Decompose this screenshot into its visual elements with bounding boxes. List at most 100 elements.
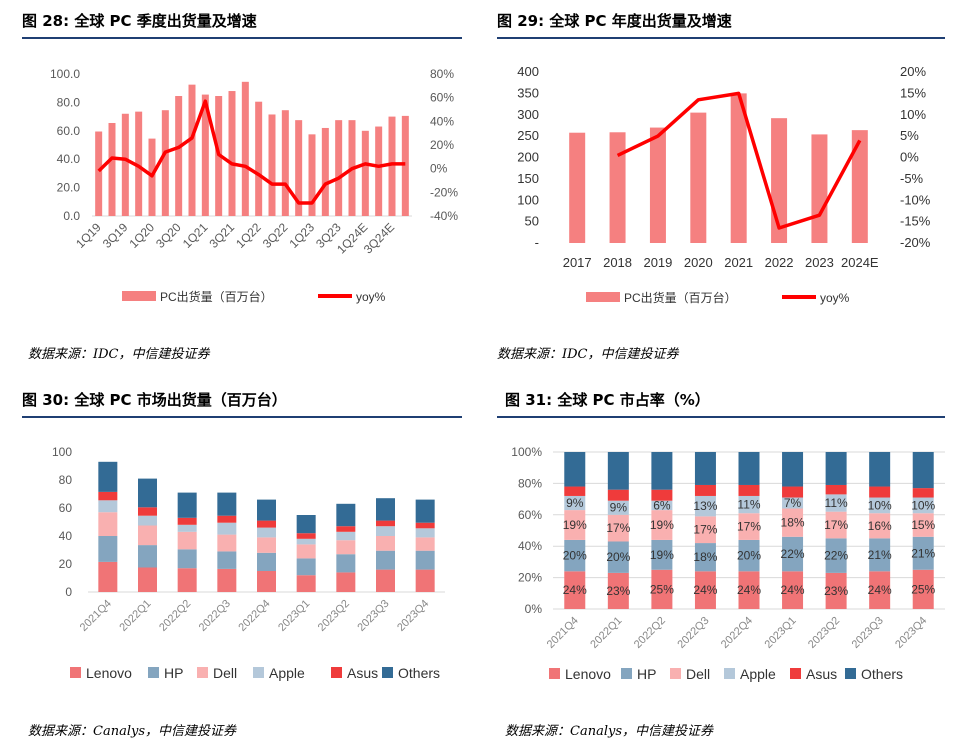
fig30-segment-dell bbox=[415, 537, 435, 551]
fig30-segment-apple bbox=[336, 531, 356, 541]
fig31-segment-hp bbox=[782, 536, 804, 572]
fig31-legend-lenovo-swatch bbox=[549, 668, 560, 679]
fig31-data-label: 25% bbox=[911, 582, 935, 596]
fig30-segment-asus bbox=[217, 515, 237, 523]
fig28-bar bbox=[108, 122, 116, 216]
fig30-segment-others bbox=[138, 478, 157, 508]
fig31-segment-apple bbox=[869, 497, 891, 514]
fig30-segment-asus bbox=[415, 522, 435, 529]
fig30-segment-others bbox=[257, 499, 276, 521]
fig29-bar bbox=[609, 132, 626, 243]
fig30-segment-apple bbox=[376, 526, 395, 536]
fig31-segment-asus bbox=[782, 486, 804, 498]
fig29-ytick-right: 0% bbox=[900, 150, 919, 165]
fig31-xtick: 2022Q1 bbox=[588, 615, 624, 651]
fig30-ytick: 80 bbox=[59, 473, 73, 487]
fig29-legend-bars-label: PC出货量（百万台） bbox=[624, 290, 737, 305]
fig30-legend-lenovo-label: Lenovo bbox=[86, 665, 132, 681]
fig31-data-label: 24% bbox=[737, 583, 761, 597]
fig29-bar bbox=[690, 112, 707, 243]
fig28-bar bbox=[201, 94, 209, 216]
fig29-ytick-left: 350 bbox=[517, 85, 539, 100]
fig28-bar bbox=[388, 116, 396, 216]
fig30-segment-lenovo bbox=[217, 568, 237, 592]
fig28-bar bbox=[401, 115, 409, 216]
fig31-segment-others bbox=[651, 452, 673, 490]
fig29-xtick: 2021 bbox=[724, 255, 753, 270]
fig30-segment-lenovo bbox=[336, 572, 356, 592]
fig28-bar bbox=[375, 126, 383, 216]
fig29-ytick-left: 50 bbox=[525, 214, 539, 229]
fig30-segment-dell bbox=[138, 525, 157, 546]
fig28-bar bbox=[268, 114, 276, 216]
fig29-ytick-right: 20% bbox=[900, 64, 926, 79]
fig28-bar bbox=[361, 130, 369, 216]
fig31-data-label: 19% bbox=[650, 548, 674, 562]
fig31-segment-dell bbox=[694, 516, 716, 544]
fig31-segment-asus bbox=[869, 486, 891, 498]
fig29-bar bbox=[569, 132, 586, 243]
fig30-xtick: 2021Q4 bbox=[78, 598, 114, 634]
fig31-segment-dell bbox=[738, 513, 760, 540]
fig31-segment-others bbox=[738, 452, 760, 485]
fig31-data-label: 17% bbox=[606, 521, 630, 535]
fig30-legend-dell-swatch bbox=[197, 667, 208, 678]
fig30-segment-others bbox=[177, 492, 197, 518]
fig30-legend-hp-swatch bbox=[148, 667, 159, 678]
fig31-legend-dell-swatch bbox=[670, 668, 681, 679]
fig30-segment-lenovo bbox=[138, 567, 157, 592]
fig28-xtick: 1Q21 bbox=[180, 220, 211, 251]
fig31-data-label: 17% bbox=[824, 518, 848, 532]
fig30-xtick: 2023Q1 bbox=[276, 598, 312, 634]
fig30-segment-apple bbox=[98, 500, 118, 513]
fig28-ytick-left: 100.0 bbox=[50, 67, 80, 81]
fig30-segment-apple bbox=[217, 522, 237, 535]
fig30-segment-asus bbox=[257, 520, 276, 528]
fig31-ytick: 0% bbox=[525, 602, 543, 616]
fig30-legend-others-swatch bbox=[382, 667, 393, 678]
fig30-segment-lenovo bbox=[98, 561, 118, 592]
fig28-xtick: 3Q20 bbox=[153, 220, 184, 251]
fig31-segment-asus bbox=[651, 489, 673, 501]
fig31-segment-dell bbox=[869, 513, 891, 539]
fig30-segment-hp bbox=[217, 551, 237, 569]
fig31-data-label: 9% bbox=[566, 496, 584, 510]
fig31-data-label: 24% bbox=[781, 583, 805, 597]
fig30-segment-dell bbox=[296, 544, 316, 559]
fig30-xtick: 2022Q3 bbox=[197, 598, 233, 634]
fig31-segment-dell bbox=[651, 510, 673, 540]
fig31-xtick: 2023Q2 bbox=[806, 615, 842, 651]
fig29-xtick: 2023 bbox=[805, 255, 834, 270]
fig31-data-label: 21% bbox=[868, 548, 892, 562]
fig31-segment-others bbox=[825, 452, 847, 485]
fig30-segment-apple bbox=[296, 538, 316, 545]
fig31-segment-asus bbox=[694, 484, 716, 496]
fig30-segment-apple bbox=[177, 524, 197, 532]
fig28-ytick-right: 60% bbox=[430, 91, 454, 105]
fig30-segment-others bbox=[336, 503, 356, 527]
fig28-ytick-left: 20.0 bbox=[57, 181, 81, 195]
fig30-segment-asus bbox=[138, 507, 157, 516]
fig29-ytick-left: 100 bbox=[517, 192, 539, 207]
fig29-ytick-right: 15% bbox=[900, 85, 926, 100]
fig31-data-label: 10% bbox=[868, 498, 892, 512]
fig31-legend-asus-swatch bbox=[790, 668, 801, 679]
fig31-data-label: 11% bbox=[737, 498, 760, 512]
fig28-legend-yoy-label: yoy% bbox=[356, 290, 386, 304]
fig31-xtick: 2023Q3 bbox=[850, 615, 886, 651]
fig30-segment-lenovo bbox=[257, 571, 276, 592]
fig29-title-rule bbox=[497, 37, 945, 39]
fig31-legend-others-swatch bbox=[845, 668, 856, 679]
fig31-segment-hp bbox=[869, 538, 891, 572]
fig28-bar bbox=[175, 96, 183, 216]
fig31-segment-dell bbox=[782, 508, 804, 537]
fig31-segment-apple bbox=[912, 497, 934, 514]
fig29-ytick-right: -15% bbox=[900, 214, 931, 229]
fig28-ytick-right: -20% bbox=[430, 185, 458, 199]
fig31-data-label: 15% bbox=[911, 518, 935, 532]
fig28-ytick-right: 80% bbox=[430, 67, 454, 81]
fig31-legend-dell-label: Dell bbox=[686, 666, 710, 682]
fig31-title-rule bbox=[497, 416, 945, 418]
fig31-segment-apple bbox=[564, 495, 586, 511]
fig30-segment-hp bbox=[257, 552, 276, 571]
